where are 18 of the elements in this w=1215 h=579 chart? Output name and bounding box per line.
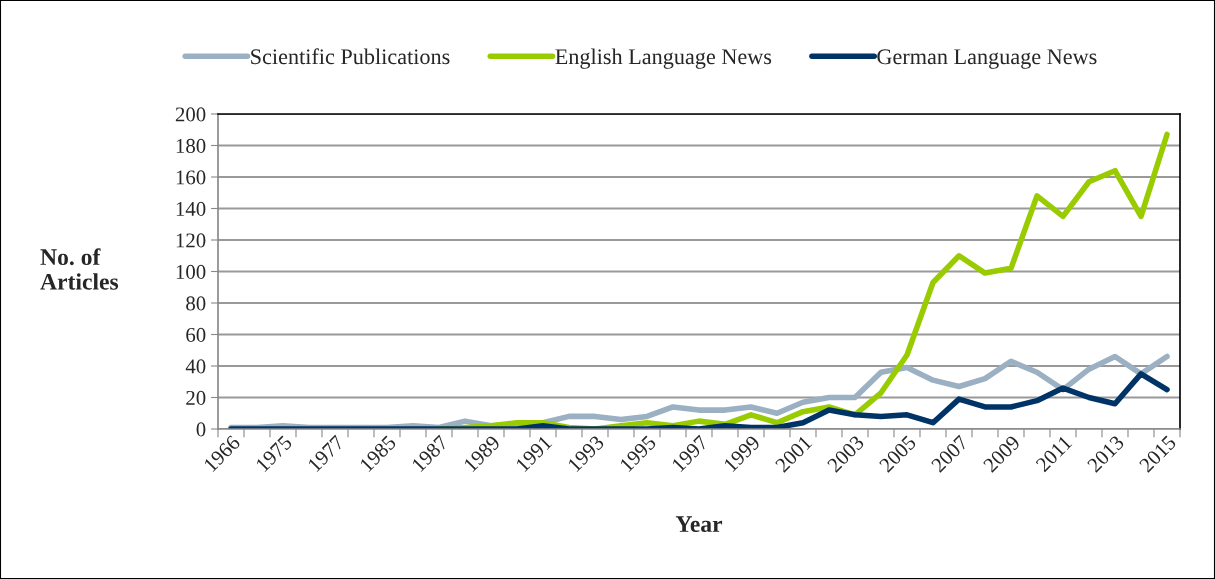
y-tick-label: 200 <box>175 107 206 122</box>
x-tick-label: 2011 <box>1035 435 1073 473</box>
y-tick-label: 120 <box>176 233 206 248</box>
x-tick-label: 1991 <box>515 435 553 473</box>
y-tick-label: 20 <box>186 390 206 405</box>
y-axis-title: No. of Articles <box>40 248 119 290</box>
y-tick-label: 140 <box>176 201 206 216</box>
y-tick-label: 180 <box>176 138 206 153</box>
y-tick-label: 60 <box>186 327 206 342</box>
legend-label: English Language News <box>555 48 772 69</box>
y-tick-label: 100 <box>176 264 206 279</box>
y-tick-label: 160 <box>176 170 206 185</box>
y-tick-label: 0 <box>196 422 206 437</box>
y-tick-label: 80 <box>186 296 206 311</box>
y-tick-label: 40 <box>185 359 206 374</box>
legend-label: Scientific Publications <box>251 48 450 65</box>
x-axis-title: Year <box>675 516 723 533</box>
legend-label: German Language News <box>877 49 1097 69</box>
